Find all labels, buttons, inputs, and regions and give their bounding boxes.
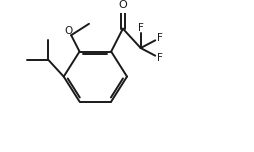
Text: F: F: [138, 23, 144, 33]
Text: F: F: [156, 33, 163, 43]
Text: F: F: [156, 53, 163, 63]
Text: O: O: [119, 0, 127, 10]
Text: O: O: [64, 26, 72, 36]
